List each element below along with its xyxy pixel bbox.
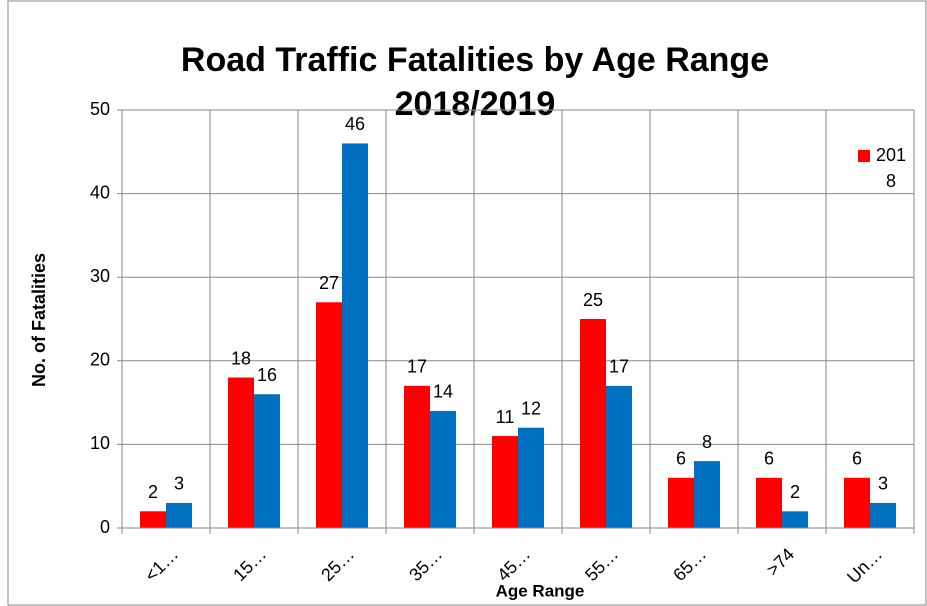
x-axis-label: Age Range [496, 581, 585, 600]
bar [228, 377, 254, 528]
legend-label: 2018 [875, 145, 907, 191]
chart-title: Road Traffic Fatalities by Age Range 201… [180, 41, 770, 123]
bar [254, 394, 280, 528]
bar [756, 477, 782, 528]
data-label: 25 [583, 290, 603, 310]
bar [316, 302, 342, 528]
bar [668, 477, 694, 528]
bar [606, 385, 632, 528]
y-tick-label: 20 [90, 350, 110, 370]
y-tick-label: 40 [90, 182, 110, 202]
data-label: 12 [521, 398, 541, 418]
bar [870, 502, 896, 528]
data-label: 14 [433, 382, 453, 402]
data-label: 2 [790, 482, 800, 502]
data-label: 6 [676, 449, 686, 469]
y-axis-label: No. of Fatalities [29, 253, 49, 387]
bar [518, 427, 544, 528]
y-tick-label: 0 [100, 517, 110, 537]
data-label: 11 [496, 407, 515, 427]
chart-frame [7, 0, 927, 606]
bar [404, 385, 430, 528]
y-tick-label: 10 [90, 433, 110, 453]
data-label: 27 [319, 273, 339, 293]
data-label: 3 [174, 474, 184, 494]
x-tick-label: 15… [229, 544, 270, 585]
data-label: 16 [257, 365, 277, 385]
legend-swatch [858, 150, 870, 162]
title-box: Road Traffic Fatalities by Age Range 201… [180, 41, 770, 123]
bar [492, 436, 518, 528]
x-tick-label: 65… [669, 544, 710, 585]
data-label: 8 [702, 432, 712, 452]
data-label: 18 [231, 348, 251, 368]
x-tick-label: Un… [843, 544, 886, 587]
data-label: 17 [407, 357, 427, 377]
x-tick-label: >74 [762, 544, 798, 580]
y-tick-label: 50 [90, 99, 110, 119]
x-tick-label: 25… [317, 544, 358, 585]
data-label: 2 [148, 482, 158, 502]
x-tick-label: <1… [141, 544, 182, 585]
x-tick-label: 45… [493, 544, 534, 585]
bar [782, 511, 808, 528]
bar [844, 477, 870, 528]
bar [694, 461, 720, 528]
data-label: 6 [852, 449, 862, 469]
x-tick-label: 55… [581, 544, 622, 585]
data-label: 6 [764, 449, 774, 469]
x-tick-label: 35… [405, 544, 446, 585]
legend-box: 2018 [875, 145, 907, 191]
data-label: 46 [345, 114, 365, 134]
bar [342, 143, 368, 528]
bar [166, 502, 192, 528]
y-tick-label: 30 [90, 266, 110, 286]
data-label: 17 [609, 357, 629, 377]
bar [430, 410, 456, 528]
bar [580, 319, 606, 528]
data-label: 3 [878, 474, 888, 494]
bar [140, 511, 166, 528]
